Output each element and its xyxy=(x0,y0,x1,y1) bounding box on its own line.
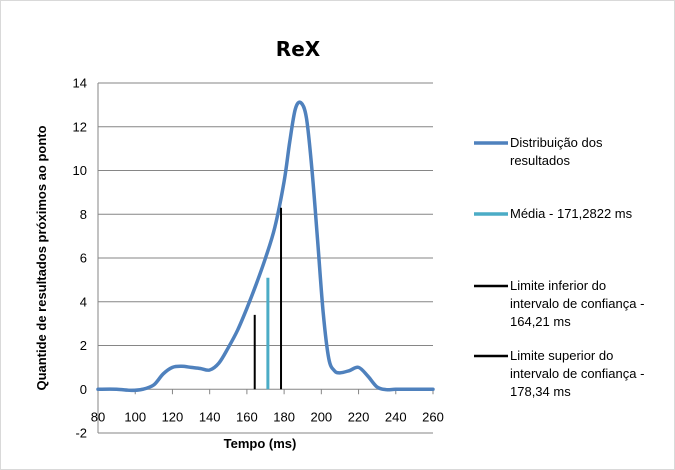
legend-label: 178,34 ms xyxy=(510,384,571,399)
legend-item: Limite inferior do intervalo de confiança… xyxy=(474,278,644,329)
y-tick-label: 10 xyxy=(73,163,87,178)
chart-title: ReX xyxy=(276,37,321,61)
legend-item: Distribuição dos resultados xyxy=(474,135,603,168)
x-tick-label: 220 xyxy=(348,409,370,424)
y-tick-label: 6 xyxy=(80,251,87,266)
legend-label: Média - 171,2822 ms xyxy=(510,206,633,221)
x-axis-title: Tempo (ms) xyxy=(224,436,297,451)
series-distribution-line xyxy=(96,100,435,393)
legend-label: Limite superior do xyxy=(510,348,613,363)
x-tick-labels: 80 100 120 140 160 180 200 220 240 260 xyxy=(91,409,444,424)
legend-label: Distribuição dos xyxy=(510,135,603,150)
x-tick-label: 120 xyxy=(162,409,184,424)
x-tick-label: 180 xyxy=(273,409,295,424)
legend-label: Limite inferior do xyxy=(510,278,606,293)
y-tick-label: 4 xyxy=(80,294,87,309)
x-tick-label: 100 xyxy=(124,409,146,424)
legend-label: intervalo de confiança - xyxy=(510,296,644,311)
legend-item: Limite superior do intervalo de confiança… xyxy=(474,348,644,399)
y-tick-label: 12 xyxy=(73,119,87,134)
y-tick-label: 0 xyxy=(80,382,87,397)
legend-item: Média - 171,2822 ms xyxy=(474,206,633,221)
y-tick-label: 14 xyxy=(73,76,87,91)
legend: Distribuição dos resultados Média - 171,28… xyxy=(474,135,644,399)
legend-label: resultados xyxy=(510,153,570,168)
y-axis-title: Quantide de resultados próximos ao ponto xyxy=(34,125,49,390)
legend-label: 164,21 ms xyxy=(510,314,571,329)
y-tick-labels: -2 0 2 4 6 8 10 12 14 xyxy=(73,76,87,441)
x-tick-label: 140 xyxy=(199,409,221,424)
series-layer xyxy=(96,100,435,393)
y-tick-label: 2 xyxy=(80,338,87,353)
x-tick-label: 80 xyxy=(91,409,105,424)
x-tick-label: 240 xyxy=(385,409,407,424)
y-tick-label: 8 xyxy=(80,207,87,222)
x-tick-label: 160 xyxy=(236,409,258,424)
x-tick-label: 200 xyxy=(310,409,332,424)
x-tick-label: 260 xyxy=(422,409,444,424)
legend-label: intervalo de confiança - xyxy=(510,366,644,381)
y-tick-label: -2 xyxy=(75,426,87,441)
